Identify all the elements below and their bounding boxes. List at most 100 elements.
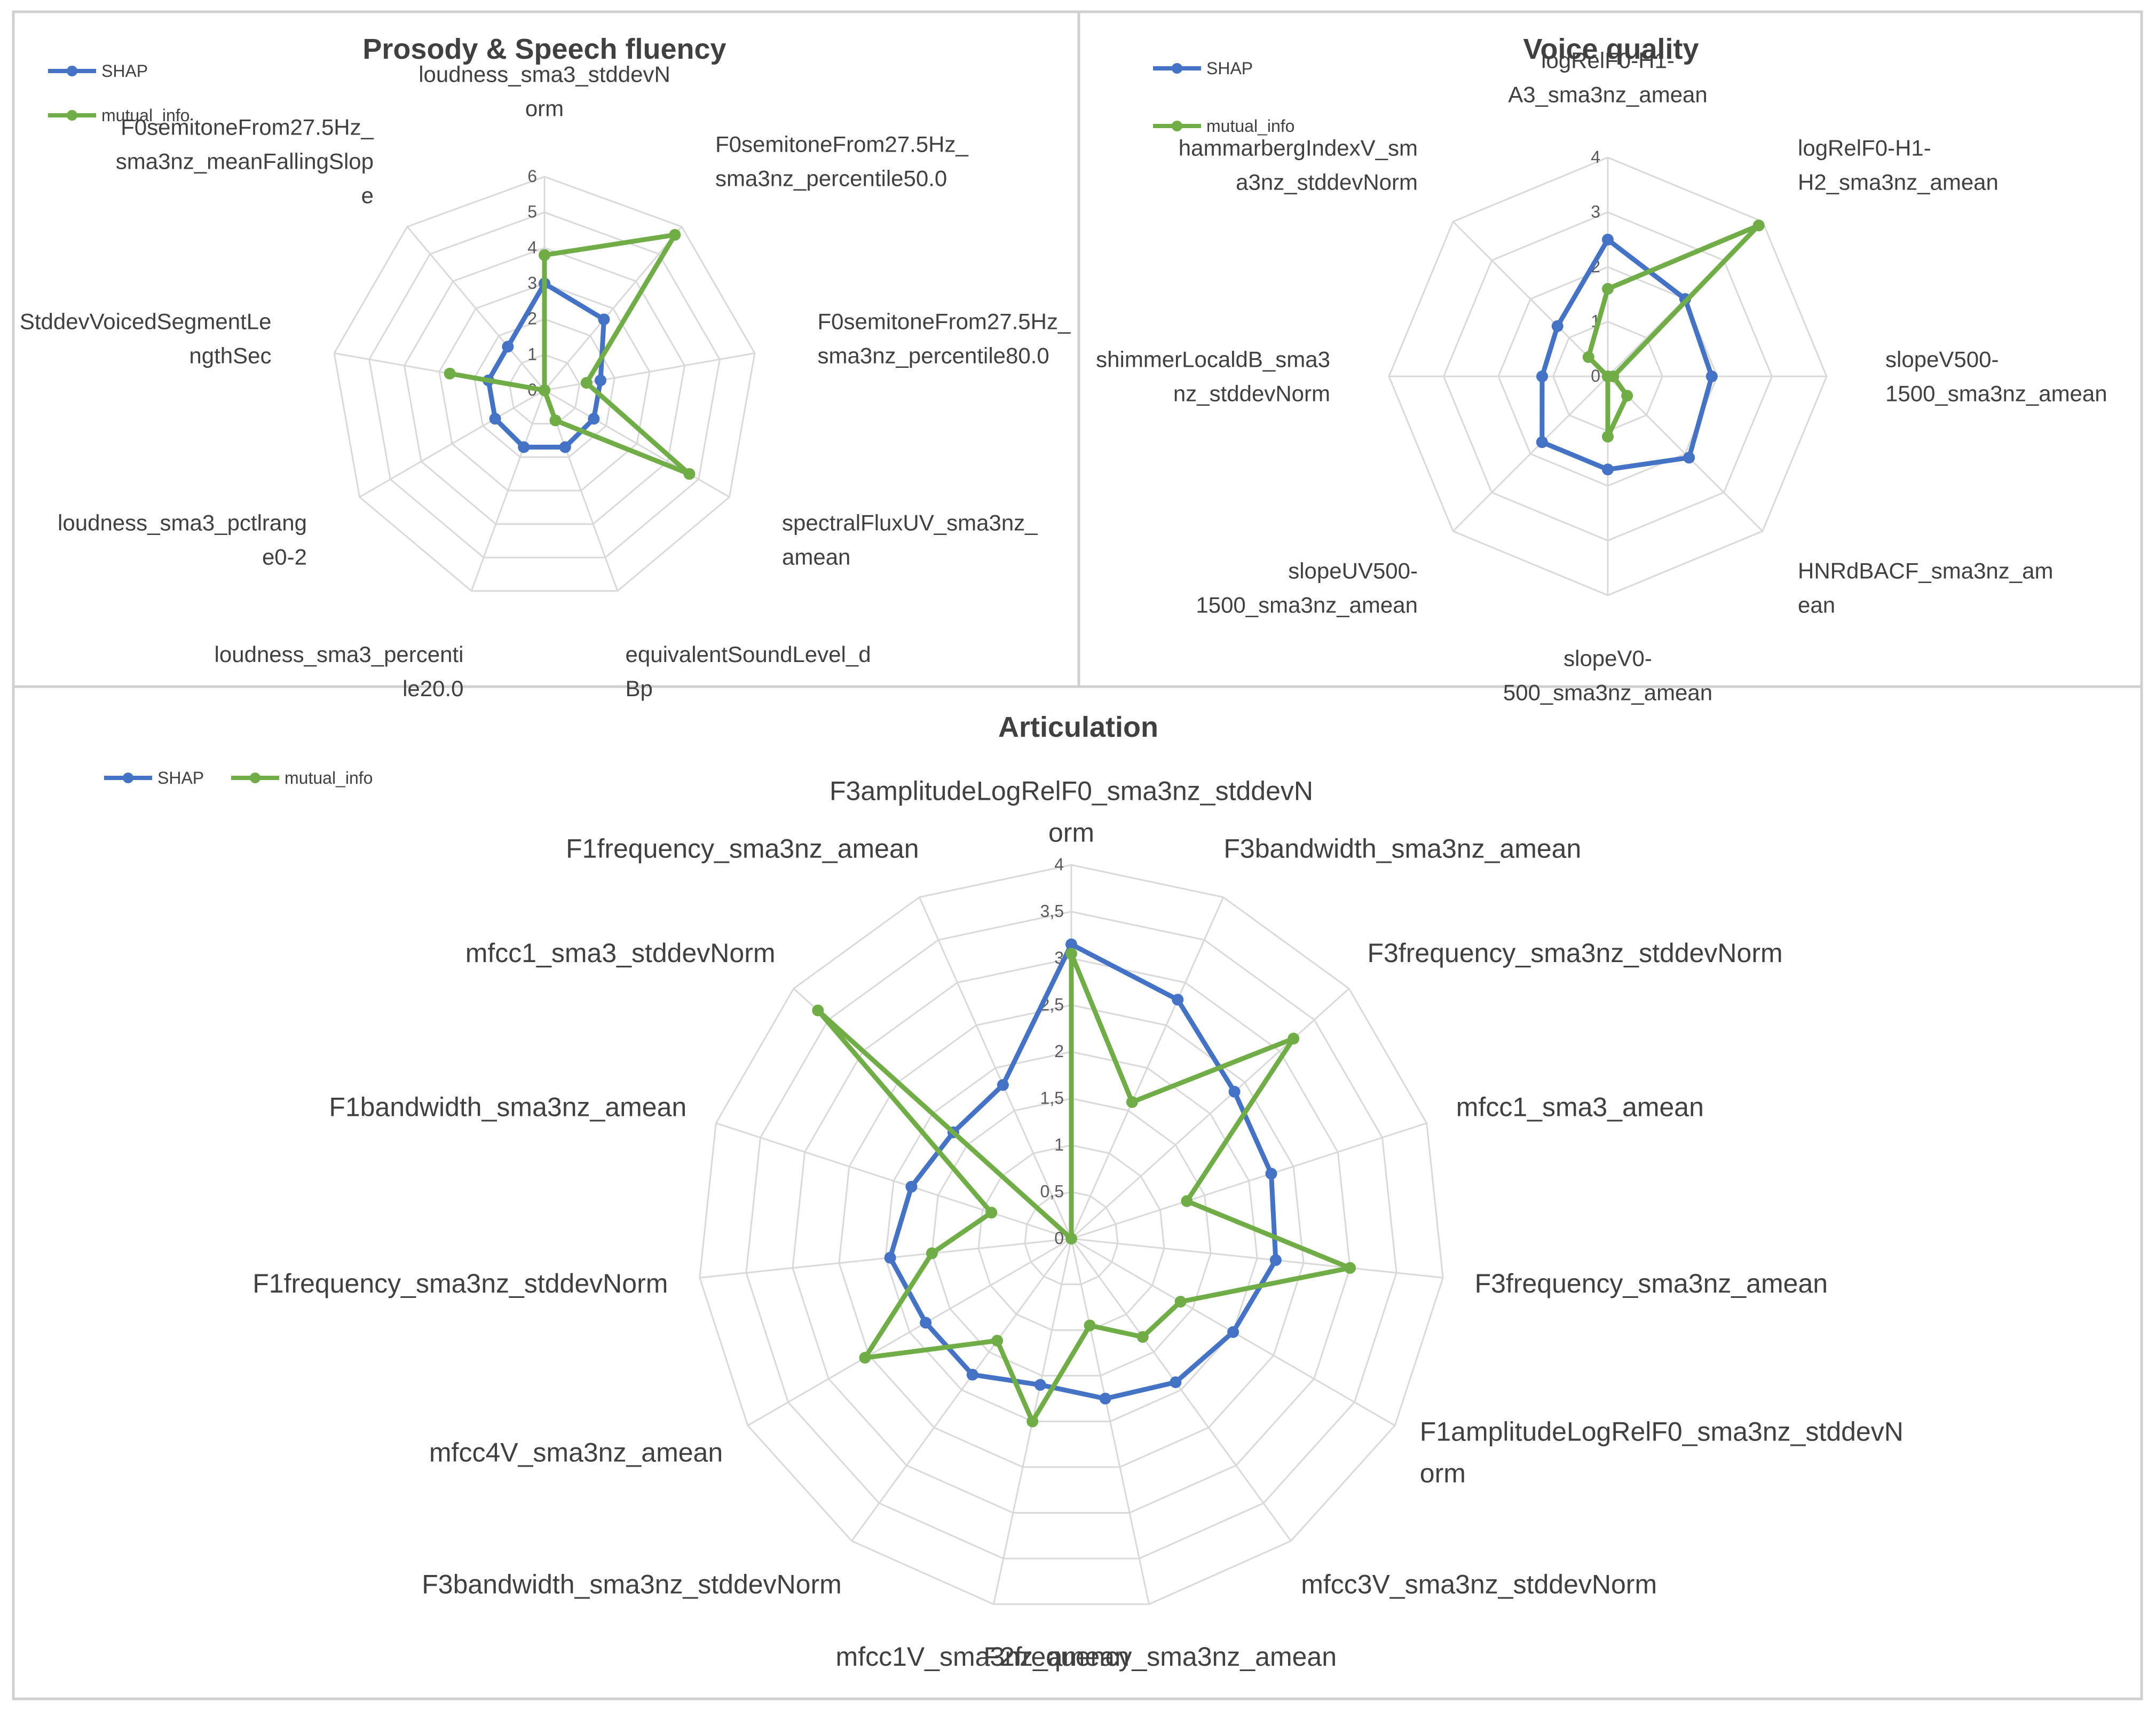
data-point-shap: [1536, 436, 1548, 448]
category-label: F0semitoneFrom27.5Hz_ sma3nz_percentile80…: [818, 309, 1071, 368]
data-point-mutual_info: [1065, 948, 1077, 960]
grid-spoke: [1071, 1122, 1427, 1240]
grid-spoke: [543, 226, 683, 391]
data-point-shap: [502, 341, 514, 353]
data-point-shap: [1227, 1326, 1239, 1338]
data-point-mutual_info: [539, 249, 550, 261]
category-label: F0semitoneFrom27.5Hz_ sma3nz_percentile50…: [715, 132, 968, 191]
chart-title: Prosody & Speech fluency: [362, 33, 726, 65]
data-point-mutual_info: [1288, 1033, 1300, 1045]
category-label: loudness_sma3_percenti le20.0: [215, 642, 464, 701]
grid-ring: [1024, 1191, 1119, 1286]
category-label: slopeV0-500_sma3nz_amean: [1503, 646, 1712, 705]
category-label: spectralFluxUV_sma3nz_ amean: [782, 510, 1038, 570]
tick-label: 0: [1054, 1228, 1064, 1248]
data-point-mutual_info: [1174, 1296, 1187, 1308]
data-point-mutual_info: [1602, 371, 1614, 382]
legend-marker-mutual_info: [1172, 121, 1182, 131]
tick-label: 5: [527, 202, 537, 222]
data-point-shap: [997, 1079, 1009, 1091]
data-point-shap: [595, 374, 606, 387]
series-line-shap: [486, 281, 606, 450]
data-point-shap: [1099, 1392, 1111, 1405]
tick-label: 1: [527, 344, 537, 364]
grid-spoke: [359, 389, 545, 498]
category-label: mfcc1_sma3_amean: [1456, 1092, 1704, 1122]
grid-ring: [438, 282, 651, 492]
data-point-mutual_info: [1026, 1415, 1039, 1428]
legend-marker-shap: [1172, 63, 1182, 74]
category-label: shimmerLocaldB_sma3 nz_stddevNorm: [1096, 347, 1330, 406]
category-label: HNRdBACF_sma3nz_am ean: [1798, 558, 2054, 618]
data-point-shap: [1602, 463, 1614, 476]
grid-spoke: [747, 1238, 1072, 1427]
data-point-mutual_info: [1752, 219, 1765, 232]
legend-marker-mutual_info: [67, 110, 77, 121]
tick-label: 4: [1054, 855, 1064, 874]
legend-marker-shap: [67, 66, 77, 76]
data-point-shap: [1551, 320, 1563, 332]
data-point-mutual_info: [985, 1207, 998, 1219]
category-label: equivalentSoundLevel_d Bp: [626, 642, 871, 701]
legend-label-shap: SHAP: [101, 61, 148, 81]
data-point-mutual_info: [444, 367, 456, 380]
data-point-mutual_info: [683, 468, 696, 480]
data-point-shap: [1536, 371, 1548, 382]
tick-label: 6: [527, 167, 537, 186]
grid-spoke: [1070, 988, 1350, 1240]
data-point-mutual_info: [1582, 351, 1594, 363]
data-point-mutual_info: [1602, 430, 1614, 443]
grid-spoke: [406, 226, 546, 391]
tick-label: 3: [1591, 202, 1600, 222]
category-label: mfcc1V_sma3nz_amean: [836, 1642, 1130, 1672]
tick-label: 1: [1054, 1135, 1064, 1154]
chart-title: Voice quality: [1523, 33, 1699, 65]
tick-label: 3: [527, 273, 537, 293]
tick-label: 4: [1591, 147, 1600, 167]
data-point-shap: [489, 413, 501, 425]
series-line-shap: [888, 942, 1278, 1401]
voice-quality-chart: Voice quality 01234logRelF0-H1-A3_sma3nz…: [1096, 33, 2107, 705]
category-label: F3amplitudeLogRelF0_sma3nz_stddevN orm: [830, 776, 1313, 848]
grid-spoke: [1452, 221, 1609, 377]
data-point-mutual_info: [1621, 390, 1633, 402]
grid-ring: [368, 211, 721, 558]
category-label: F1bandwidth_sma3nz_amean: [329, 1092, 686, 1122]
grid-spoke: [1070, 896, 1225, 1239]
data-point-mutual_info: [859, 1352, 871, 1364]
category-label: slopeUV500-1500_sma3nz_amean: [1196, 558, 1418, 618]
grid-spoke: [1070, 1238, 1150, 1605]
articulation-chart: Articulation 00,511,522,533,54F3amplitud…: [104, 711, 1904, 1672]
legend-marker-mutual_info: [250, 773, 260, 783]
grid-spoke: [851, 1238, 1072, 1542]
data-point-mutual_info: [1181, 1195, 1193, 1207]
grid-spoke: [715, 1122, 1072, 1240]
data-point-mutual_info: [1126, 1096, 1138, 1108]
grid-ring: [792, 957, 1351, 1514]
grid-spoke: [1071, 1238, 1443, 1279]
data-point-shap: [1602, 233, 1614, 246]
data-point-mutual_info: [926, 1247, 938, 1259]
data-point-shap: [1269, 1254, 1282, 1266]
category-label: F3frequency_sma3nz_amean: [1475, 1269, 1828, 1298]
category-label: logRelF0-H1-H2_sma3nz_amean: [1798, 136, 1999, 195]
data-point-shap: [920, 1317, 932, 1329]
tick-label: 4: [527, 238, 537, 257]
data-point-mutual_info: [812, 1004, 824, 1017]
data-point-mutual_info: [1084, 1319, 1096, 1332]
grid-ring: [403, 247, 686, 525]
grid-ring: [977, 1144, 1165, 1331]
legend-label-mutual_info: mutual_info: [101, 106, 189, 125]
category-label: StddevVoicedSegmentLe ngthSec: [20, 309, 272, 368]
category-label: logRelF0-H1-A3_sma3nz_amean: [1508, 48, 1708, 107]
tick-label: 0: [1591, 366, 1600, 385]
tick-label: 3,5: [1040, 902, 1064, 921]
grid-ring: [745, 910, 1397, 1560]
category-label: mfcc3V_sma3nz_stddevNorm: [1301, 1570, 1657, 1600]
data-point-mutual_info: [1344, 1262, 1356, 1274]
grid-ring: [333, 176, 756, 592]
category-label: F2frequency_sma3nz_amean: [984, 1642, 1337, 1672]
category-label: mfcc4V_sma3nz_amean: [429, 1438, 723, 1468]
category-label: F1frequency_sma3nz_amean: [566, 834, 919, 864]
grid-ring: [699, 864, 1444, 1605]
